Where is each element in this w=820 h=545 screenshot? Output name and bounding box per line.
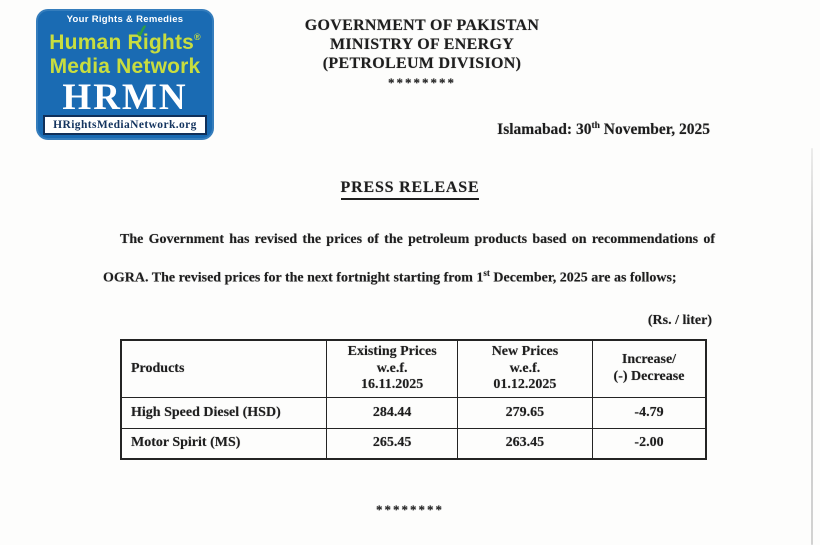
dateline-city-day: Islamabad: 30 [497, 121, 592, 139]
change-line2: (-) Decrease [613, 368, 685, 384]
existing-price-value: 265.45 [326, 427, 458, 460]
existing-prices-line1: Existing Prices [347, 344, 437, 359]
letterhead-line-division: (PETROLEUM DIVISION) [322, 55, 522, 72]
existing-prices-line3: 16.11.2025 [361, 377, 424, 392]
dateline: Islamabad: 30th November, 2025 [497, 121, 710, 139]
table-row: Motor Spirit (MS) 265.45 263.45 -2.00 [120, 427, 707, 460]
existing-prices-line2: w.e.f. [376, 360, 408, 376]
new-prices-line3: 01.12.2025 [493, 377, 557, 392]
new-price-value: 263.45 [456, 427, 593, 460]
column-header-new-prices: New Prices w.e.f. 01.12.2025 [456, 339, 593, 398]
change-value: -2.00 [591, 427, 707, 460]
column-header-change: Increase/ (-) Decrease [591, 339, 707, 398]
unit-note: (Rs. / liter) [647, 313, 712, 328]
logo-tagline: Your Rights & Remedies [66, 14, 184, 25]
product-name: Motor Spirit (MS) [120, 427, 328, 460]
price-table: Products Existing Prices w.e.f. 16.11.20… [120, 339, 707, 460]
column-header-existing-prices: Existing Prices w.e.f. 16.11.2025 [326, 339, 458, 398]
scan-edge-shadow [811, 148, 813, 545]
table-row: High Speed Diesel (HSD) 284.44 279.65 -4… [120, 396, 707, 429]
footer-separator: ******** [376, 502, 444, 517]
change-line1: Increase/ [621, 352, 677, 368]
letterhead: GOVERNMENT OF PAKISTAN MINISTRY OF ENERG… [230, 16, 614, 91]
page-title: PRESS RELEASE [340, 179, 480, 200]
logo-name-text: Human Rights [49, 31, 195, 54]
logo-website: HRightsMediaNetwork.org [43, 115, 207, 135]
title-row: PRESS RELEASE [0, 179, 820, 200]
logo-acronym: HRMN [62, 77, 188, 118]
body-paragraph: The Government has revised the prices of… [103, 224, 715, 295]
new-price-value: 279.65 [456, 396, 593, 429]
existing-price-value: 284.44 [326, 396, 458, 429]
checkmark-icon: ✓ [133, 21, 151, 42]
header-row: Products Existing Prices w.e.f. 16.11.20… [120, 339, 707, 398]
dateline-ordinal: th [591, 121, 600, 131]
dateline-month-year: November, 2025 [599, 121, 710, 139]
letterhead-line-ministry: MINISTRY OF ENERGY [329, 36, 515, 53]
price-table-body: High Speed Diesel (HSD) 284.44 279.65 -4… [120, 396, 707, 460]
price-table-header: Products Existing Prices w.e.f. 16.11.20… [120, 339, 707, 398]
letterhead-separator: ******** [388, 75, 456, 90]
body-text-after: December, 2025 are as follows; [489, 270, 677, 286]
new-prices-line1: New Prices [491, 344, 559, 359]
body-ordinal: st [483, 267, 490, 278]
registered-trademark-icon: ® [194, 32, 201, 42]
letterhead-line-government: GOVERNMENT OF PAKISTAN [304, 17, 540, 34]
logo-name-line2: Media Network [49, 55, 201, 78]
new-prices-line2: w.e.f. [509, 360, 541, 376]
body-text-before: The Government has revised the prices of… [103, 232, 715, 286]
hrmn-logo: Your Rights & Remedies ✓ Human Rights® M… [36, 9, 214, 140]
logo-name-line1: Human Rights® [36, 25, 214, 55]
product-name: High Speed Diesel (HSD) [120, 396, 328, 429]
column-header-products: Products [120, 339, 328, 398]
change-value: -4.79 [591, 396, 707, 429]
